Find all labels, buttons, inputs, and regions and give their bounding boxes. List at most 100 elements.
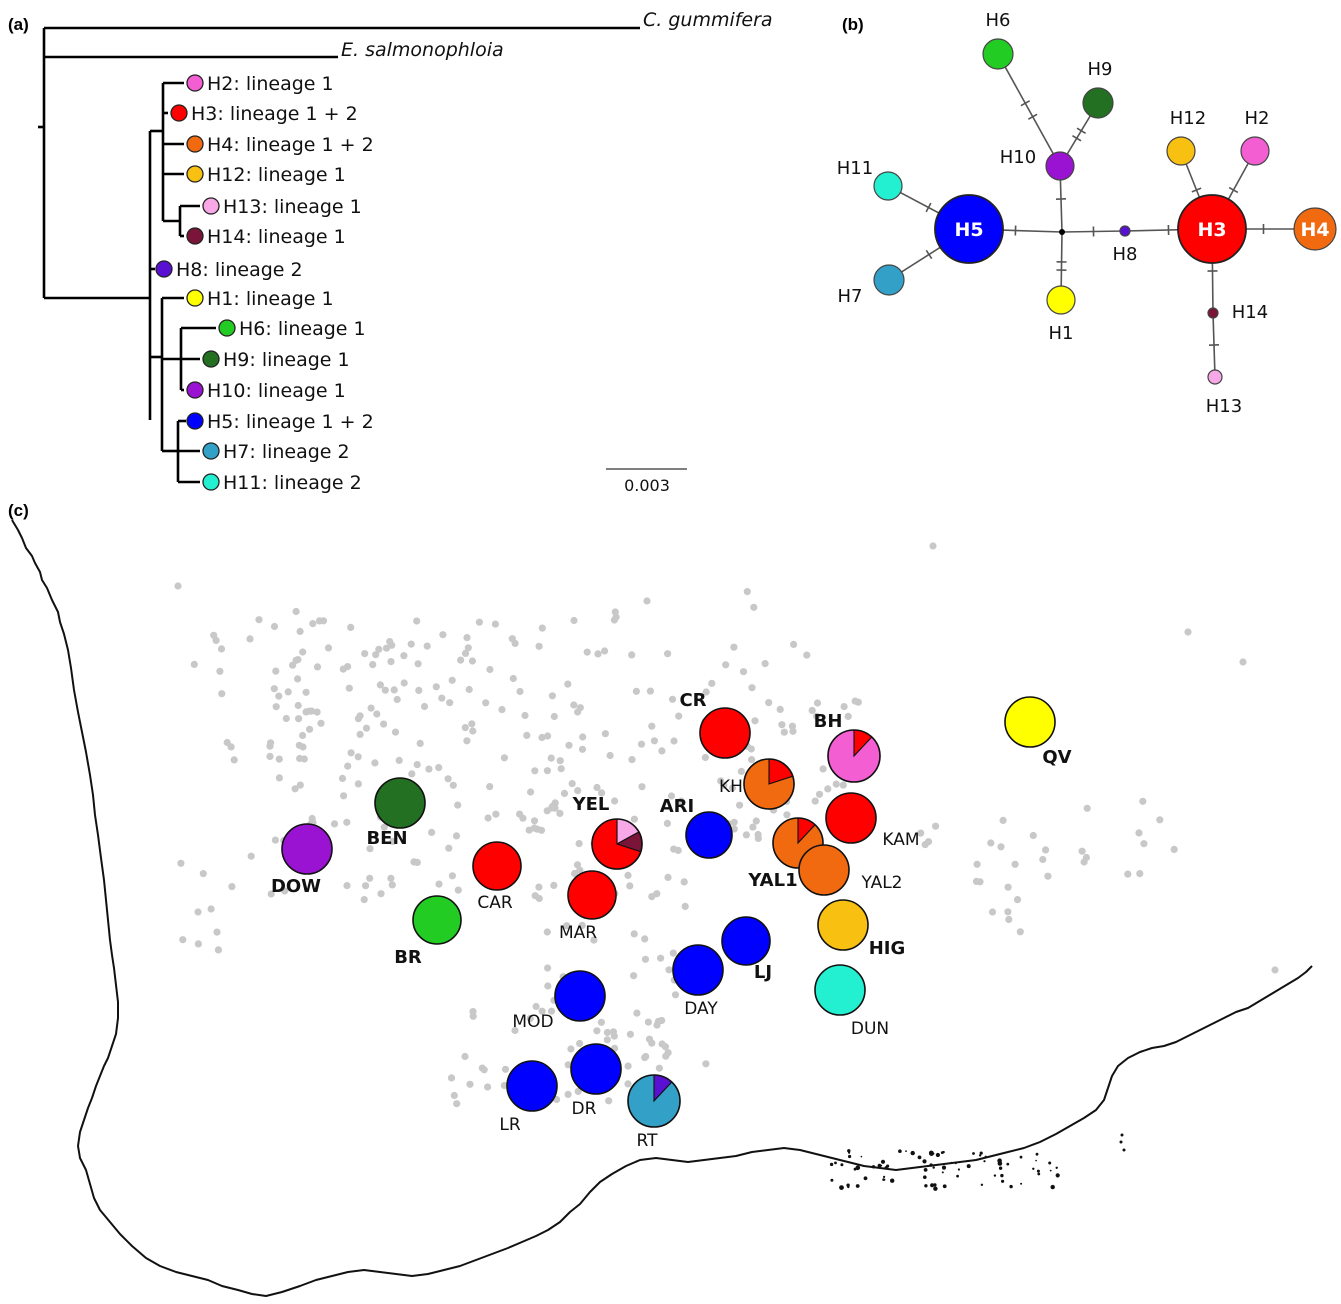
network-nodes: H1 H2 H3 H4 H5 H6 H7 H8 H9 H10 H11 H12 H13 H14 <box>837 10 1337 417</box>
occurrence-dot <box>338 774 347 783</box>
haplotype-node <box>873 264 905 296</box>
tip-label: H9: lineage 1 <box>223 349 350 371</box>
site-outline <box>827 729 881 783</box>
haplotype-node <box>1240 136 1270 166</box>
occurrence-dot <box>438 694 446 702</box>
haplotype-node-label: H4 <box>1300 219 1329 241</box>
occurrence-dot <box>664 873 672 882</box>
occurrence-dot <box>535 883 543 891</box>
occurrence-dot <box>594 650 602 658</box>
haplotype-node-label: H12 <box>1170 108 1206 129</box>
occurrence-dot <box>570 616 578 625</box>
site-pie-slice <box>672 944 724 996</box>
occurrence-dot <box>987 839 995 847</box>
occurrence-dot <box>813 699 822 707</box>
occurrence-dot <box>376 681 384 689</box>
island <box>940 1151 944 1154</box>
occurrence-dot <box>413 858 421 867</box>
occurrence-dot <box>550 712 558 721</box>
occurrence-dot <box>657 954 665 962</box>
occurrence-dot <box>708 679 716 688</box>
haplotype-node-label: H8 <box>1113 244 1138 265</box>
island <box>1050 1184 1055 1190</box>
occurrence-dot <box>523 731 531 740</box>
occurrence-dot <box>811 797 819 805</box>
site-label: BEN <box>366 828 407 849</box>
occurrence-dot <box>509 674 517 683</box>
occurrence-dot <box>1135 829 1143 837</box>
scale-bar-label: 0.003 <box>624 476 670 495</box>
tip-label: H14: lineage 1 <box>207 226 346 248</box>
occurrence-dot <box>633 1009 641 1017</box>
network-edge <box>997 53 1061 167</box>
occurrence-dot <box>1004 908 1012 916</box>
occurrence-dot <box>448 872 456 880</box>
occurrence-dot <box>737 767 746 776</box>
occurrence-dot <box>583 648 591 656</box>
island <box>880 1164 883 1167</box>
site-pie-slice <box>721 916 771 966</box>
island <box>848 1154 852 1159</box>
island <box>933 1183 937 1187</box>
tip-haplotype-marker <box>202 442 220 460</box>
haplotype-node-label: H10 <box>1000 147 1036 168</box>
occurrence-dot <box>435 880 443 888</box>
island <box>924 1184 928 1188</box>
island <box>890 1178 895 1183</box>
occurrence-dot <box>783 811 791 819</box>
island <box>998 1166 1003 1170</box>
island <box>1122 1148 1126 1152</box>
island <box>834 1161 837 1165</box>
tip-label: H5: lineage 1 + 2 <box>207 411 374 433</box>
occurrence-dot <box>702 688 710 696</box>
site-label: BH <box>814 711 843 732</box>
occurrence-dot <box>511 1026 519 1035</box>
occurrence-dot <box>308 707 316 715</box>
occurrence-dot <box>255 616 263 624</box>
island <box>847 1149 851 1153</box>
site-outline <box>743 758 795 810</box>
island <box>1055 1166 1058 1170</box>
occurrence-dot <box>844 712 852 721</box>
tip-haplotype-marker <box>186 227 204 245</box>
occurrence-dot <box>538 1007 546 1015</box>
occurrence-dot <box>824 785 832 793</box>
site-pie-slice <box>699 707 751 759</box>
occurrence-dot <box>362 882 370 890</box>
occurrence-dot <box>294 675 302 683</box>
occurrence-dot <box>535 642 543 650</box>
occurrence-dot <box>628 756 636 764</box>
occurrence-dot <box>423 642 431 650</box>
occurrence-dot <box>194 940 202 948</box>
occurrence-dot <box>674 846 682 855</box>
occurrence-dot <box>367 704 375 712</box>
island <box>972 1152 975 1155</box>
island <box>886 1164 890 1168</box>
occurrence-dot <box>400 652 408 660</box>
island <box>922 1159 927 1164</box>
occurrence-dot <box>486 783 494 791</box>
site-mod: MOD <box>512 970 606 1032</box>
haplotype-node-label: H9 <box>1088 59 1113 80</box>
occurrence-dot <box>1042 846 1050 854</box>
occurrence-dot <box>1044 872 1052 880</box>
occurrence-dot <box>324 644 333 652</box>
site-bh: BH <box>814 711 881 783</box>
site-pie-slice <box>472 841 522 891</box>
occurrence-dot <box>751 717 759 725</box>
occurrence-dot <box>780 728 788 736</box>
occurrence-dot <box>420 702 429 711</box>
occurrence-dot <box>628 651 636 659</box>
occurrence-dot <box>498 706 506 714</box>
site-label: KAM <box>882 830 919 850</box>
occurrence-dot <box>543 767 552 775</box>
occurrence-dot <box>313 708 321 716</box>
occurrence-dot <box>291 785 299 793</box>
haplotype-node <box>873 171 903 201</box>
occurrence-dot <box>199 870 207 878</box>
occurrence-dot <box>275 755 283 763</box>
island <box>1035 1159 1037 1162</box>
panel-a-phylogeny: (a) <box>8 9 773 495</box>
site-yel: YEL <box>572 794 643 870</box>
site-pie-slice <box>798 844 850 896</box>
